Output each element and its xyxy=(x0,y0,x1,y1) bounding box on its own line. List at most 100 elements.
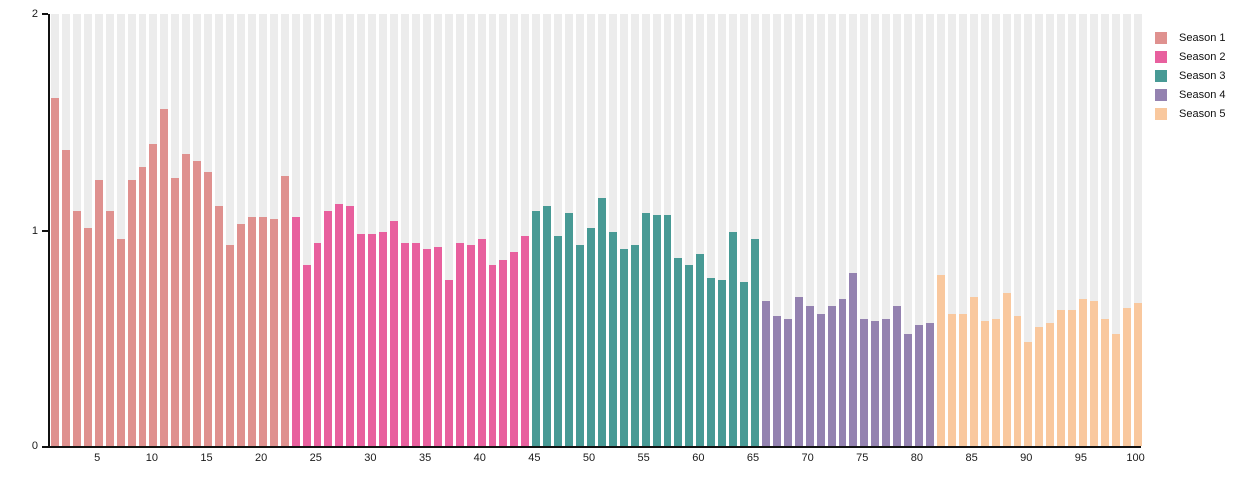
bar-78 xyxy=(893,305,902,446)
bar-slot xyxy=(772,14,781,446)
bar-39 xyxy=(466,245,475,446)
bar-slot xyxy=(554,14,563,446)
bar-48 xyxy=(565,212,573,446)
bar-background-track xyxy=(357,14,366,446)
bar-background-track xyxy=(1090,14,1098,446)
bars-container xyxy=(51,14,1142,446)
bar-slot xyxy=(893,14,902,446)
bar-53 xyxy=(619,249,628,446)
bar-slot xyxy=(94,14,103,446)
bar-slot xyxy=(947,14,956,446)
bar-background-track xyxy=(313,14,322,446)
bar-slot xyxy=(926,14,934,446)
bar-17 xyxy=(226,245,234,446)
bar-47 xyxy=(554,236,563,446)
bar-background-track xyxy=(411,14,420,446)
bar-67 xyxy=(772,316,781,446)
bar-slot xyxy=(499,14,508,446)
bar-94 xyxy=(1068,309,1077,446)
bar-background-track xyxy=(980,14,989,446)
bar-background-track xyxy=(554,14,563,446)
bar-slot xyxy=(488,14,497,446)
bar-slot xyxy=(182,14,191,446)
bar-slot xyxy=(466,14,475,446)
bar-background-track xyxy=(685,14,694,446)
bar-38 xyxy=(455,242,464,446)
bar-37 xyxy=(444,279,453,446)
bar-50 xyxy=(586,227,595,446)
legend-item-season-3: Season 3 xyxy=(1155,66,1225,85)
bar-slot xyxy=(433,14,442,446)
bar-slot xyxy=(641,14,650,446)
bar-background-track xyxy=(422,14,431,446)
bar-background-track xyxy=(805,14,814,446)
bar-52 xyxy=(608,232,617,446)
bar-slot xyxy=(280,14,289,446)
bar-49 xyxy=(576,245,584,446)
bar-slot xyxy=(149,14,158,446)
bar-background-track xyxy=(488,14,497,446)
bar-slot xyxy=(1068,14,1077,446)
bar-slot xyxy=(346,14,355,446)
bar-55 xyxy=(641,212,650,446)
bar-background-track xyxy=(947,14,956,446)
bar-slot xyxy=(215,14,223,446)
bar-19 xyxy=(247,217,256,446)
bar-36 xyxy=(433,247,442,446)
bar-slot xyxy=(597,14,606,446)
bar-slot xyxy=(1057,14,1066,446)
bar-27 xyxy=(335,204,344,446)
bar-background-track xyxy=(226,14,234,446)
bar-65 xyxy=(751,238,759,446)
bar-57 xyxy=(663,214,672,446)
bar-background-track xyxy=(827,14,836,446)
bar-40 xyxy=(477,238,486,446)
x-tick-label-10: 10 xyxy=(145,452,158,464)
bar-70 xyxy=(805,305,814,446)
bar-slot xyxy=(751,14,759,446)
bar-background-track xyxy=(510,14,519,446)
bar-slot xyxy=(707,14,716,446)
plot-area xyxy=(48,14,1142,448)
bar-1 xyxy=(51,98,59,446)
legend-label-season-4: Season 4 xyxy=(1179,88,1226,101)
bar-8 xyxy=(127,180,136,446)
legend-item-season-5: Season 5 xyxy=(1155,104,1225,123)
bar-slot xyxy=(936,14,945,446)
bar-4 xyxy=(83,227,92,446)
x-tick-label-25: 25 xyxy=(309,452,322,464)
bar-slot xyxy=(335,14,344,446)
bar-88 xyxy=(1002,292,1011,446)
bar-background-track xyxy=(772,14,781,446)
bar-slot xyxy=(422,14,431,446)
bar-background-track xyxy=(1002,14,1011,446)
bar-slot xyxy=(390,14,398,446)
bar-background-track xyxy=(1035,14,1044,446)
bar-slot xyxy=(565,14,573,446)
bar-background-track xyxy=(401,14,409,446)
bar-slot xyxy=(619,14,628,446)
x-tick-label-35: 35 xyxy=(418,452,432,464)
legend-item-season-4: Season 4 xyxy=(1155,85,1225,104)
bar-slot xyxy=(685,14,694,446)
bar-slot xyxy=(1013,14,1022,446)
y-tick-label-2: 2 xyxy=(31,8,38,20)
bar-32 xyxy=(390,221,398,446)
bar-41 xyxy=(488,264,497,446)
bar-slot xyxy=(171,14,180,446)
bar-slot xyxy=(663,14,672,446)
bar-background-track xyxy=(521,14,530,446)
bar-slot xyxy=(269,14,278,446)
bar-69 xyxy=(794,296,803,446)
bar-92 xyxy=(1046,322,1055,446)
bar-71 xyxy=(816,314,825,446)
x-tick-label-90: 90 xyxy=(1020,452,1033,464)
bar-89 xyxy=(1013,316,1022,446)
bar-slot xyxy=(226,14,234,446)
bar-slot xyxy=(302,14,311,446)
y-tick-mark xyxy=(42,13,48,15)
bar-7 xyxy=(116,238,125,446)
legend: Season 1 Season 2 Season 3 Season 4 Seas… xyxy=(1155,28,1225,123)
bar-slot xyxy=(630,14,639,446)
bar-11 xyxy=(160,109,169,446)
